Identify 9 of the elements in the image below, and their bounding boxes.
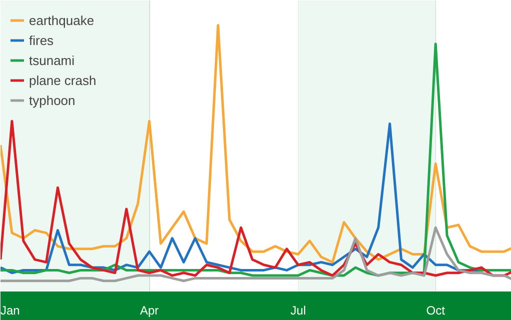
legend-label: earthquake	[29, 12, 94, 28]
legend-label: typhoon	[29, 92, 76, 108]
legend-label: fires	[29, 32, 54, 48]
x-tick-label: Oct	[426, 304, 446, 318]
x-tick-label: Jan	[0, 304, 20, 318]
legend-label: tsunami	[29, 52, 75, 68]
legend-label: plane crash	[29, 72, 96, 88]
x-tick-label: Jul	[290, 304, 306, 318]
x-tick-label: Apr	[140, 304, 159, 318]
